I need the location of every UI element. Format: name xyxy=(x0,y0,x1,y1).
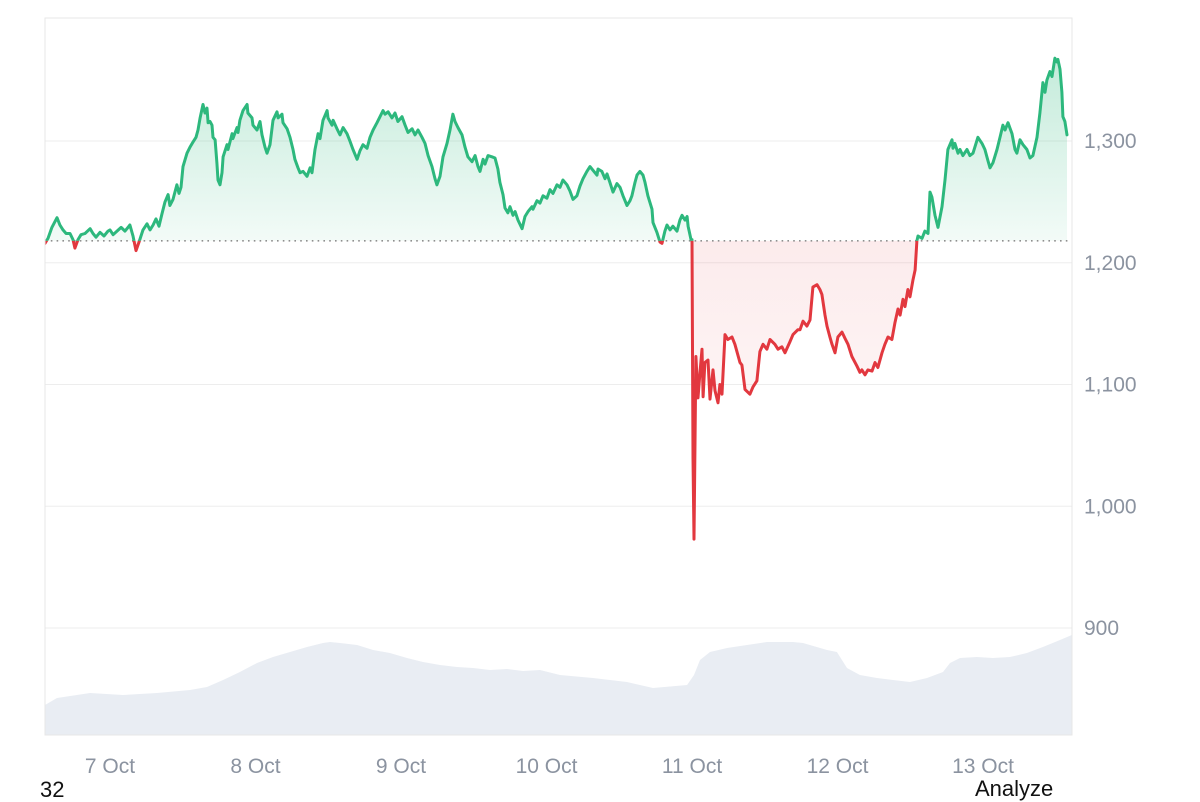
x-axis-tick-label: 11 Oct xyxy=(662,755,722,778)
x-axis-tick-label: 10 Oct xyxy=(516,755,578,778)
analyze-button[interactable]: Analyze xyxy=(975,776,1054,801)
footer-left-text: 32 xyxy=(40,777,65,802)
x-axis-tick-label: 8 Oct xyxy=(230,755,280,778)
x-axis-tick-label: 9 Oct xyxy=(376,755,426,778)
y-axis-tick-label: 1,200 xyxy=(1084,252,1137,275)
y-axis-tick-label: 900 xyxy=(1084,617,1119,640)
plot-border xyxy=(44,17,1073,736)
price-line-down xyxy=(45,240,919,541)
y-axis-tick-label: 1,100 xyxy=(1084,374,1137,397)
price-line-up xyxy=(45,56,1069,241)
price-area-up xyxy=(45,58,1067,241)
volume-area xyxy=(45,635,1072,735)
price-area-down xyxy=(45,240,917,540)
y-axis-tick-label: 1,000 xyxy=(1084,495,1137,518)
x-axis-tick-label: 7 Oct xyxy=(85,755,135,778)
x-axis-tick-label: 12 Oct xyxy=(807,755,869,778)
y-axis-tick-label: 1,300 xyxy=(1084,130,1137,153)
x-axis-tick-label: 13 Oct xyxy=(952,755,1014,778)
